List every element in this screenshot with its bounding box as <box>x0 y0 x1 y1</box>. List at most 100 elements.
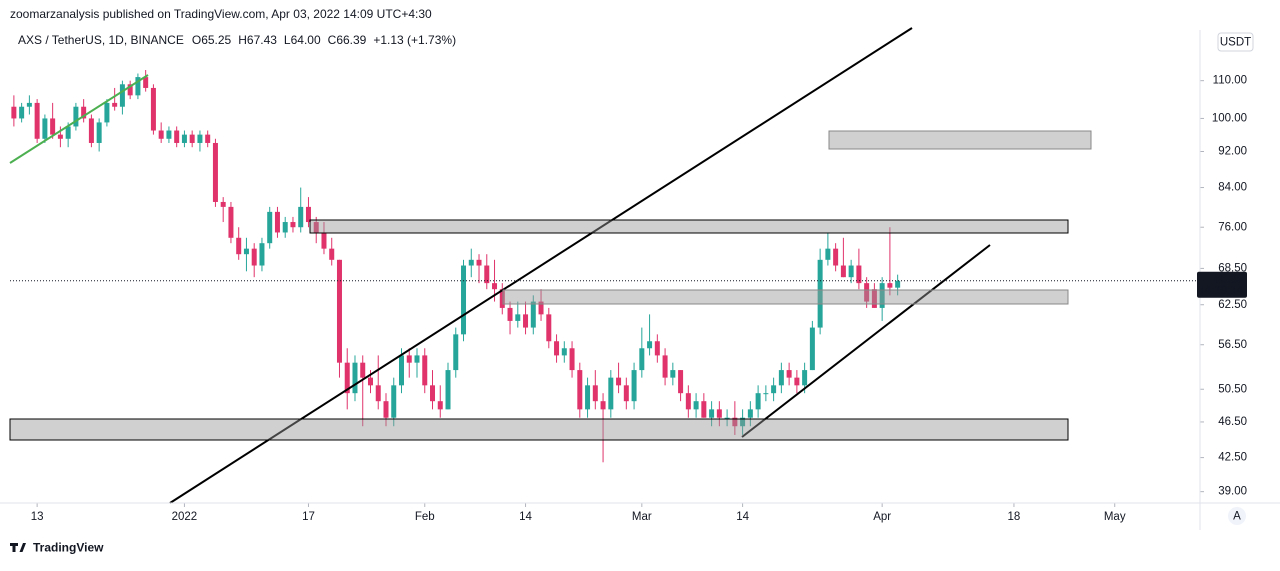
candle-body <box>437 401 443 410</box>
currency-button[interactable] <box>1217 32 1254 52</box>
candle-body <box>205 134 211 143</box>
candle-body <box>406 355 412 363</box>
candle-body <box>228 206 234 238</box>
y-tick-label: 76.00 <box>1218 221 1247 233</box>
candle-body <box>96 122 102 143</box>
candle-body <box>11 106 17 119</box>
candle-body <box>305 206 311 223</box>
x-tick-label: 17 <box>302 511 315 523</box>
candle-body <box>771 385 777 394</box>
channel-line <box>169 27 913 504</box>
candle-body <box>724 417 730 419</box>
candle-body <box>414 355 420 363</box>
y-tick-label: 56.50 <box>1218 339 1247 351</box>
x-tick-label: 2022 <box>172 511 198 523</box>
candle-body <box>26 102 32 107</box>
zone-rect <box>309 219 1069 234</box>
candle-body <box>499 289 505 308</box>
candle-body <box>546 314 552 342</box>
auto-scale-button[interactable] <box>1228 507 1246 525</box>
candle-body <box>65 126 71 139</box>
candle-body <box>42 118 48 139</box>
candle-body <box>383 401 389 418</box>
candle-body <box>538 301 544 315</box>
ohlc-value: 64.00 <box>291 33 321 47</box>
candle-body <box>150 87 156 131</box>
candle-body <box>267 211 273 244</box>
symbol: AXS / TetherUS, 1D, BINANCE <box>18 33 184 47</box>
ohlc-value: 67.43 <box>247 33 277 47</box>
x-tick-label: 18 <box>1008 511 1021 523</box>
footer-brand: TradingView <box>33 541 104 555</box>
candle-body <box>608 377 614 410</box>
candle-body <box>577 370 583 410</box>
candle-body <box>895 280 901 288</box>
candle-body <box>740 417 746 427</box>
x-tick-label: 14 <box>519 511 532 523</box>
auto-scale-label[interactable]: A <box>1233 511 1241 523</box>
candle-body <box>367 377 373 386</box>
candle-body <box>678 370 684 394</box>
candle-body <box>461 265 467 335</box>
currency-label[interactable]: USDT <box>1220 37 1251 49</box>
candle-body <box>352 362 358 394</box>
publisher-header: zoomarzanalysis published on TradingView… <box>10 7 432 21</box>
candle-body <box>19 106 25 119</box>
y-tick-label: 92.00 <box>1218 146 1247 158</box>
legend: AXS / TetherUS, 1D, BINANCE O 65.25 H 67.43… <box>18 33 456 47</box>
candle-body <box>623 385 629 402</box>
support-line <box>741 244 991 438</box>
y-tick-label: 39.00 <box>1218 486 1247 498</box>
price-badge <box>1197 271 1247 298</box>
y-tick-label: 62.50 <box>1218 299 1247 311</box>
candle-body <box>81 106 87 119</box>
x-tick-label: 14 <box>736 511 749 523</box>
candle-body <box>189 134 195 143</box>
y-tick-label: 84.00 <box>1218 182 1247 194</box>
candle-body <box>290 222 296 228</box>
candle-body <box>336 259 342 363</box>
candle-body <box>298 206 304 228</box>
candle-body <box>693 401 699 410</box>
logo-icon <box>10 543 26 552</box>
candle-body <box>313 222 319 233</box>
candle-body <box>422 355 428 386</box>
candle-body <box>197 134 203 143</box>
y-tick-label: 110.00 <box>1213 75 1247 87</box>
candle-body <box>763 393 769 395</box>
ohlc-key: H <box>238 33 247 47</box>
candle-body <box>430 385 436 402</box>
candle-body <box>344 362 350 394</box>
x-tick-label: 13 <box>31 511 44 523</box>
zone-rect <box>502 289 1069 305</box>
candle-body <box>507 307 513 321</box>
candle-body <box>840 265 846 278</box>
candle-body <box>329 248 335 260</box>
candle-body <box>569 348 575 371</box>
candle-body <box>592 385 598 402</box>
candle-body <box>530 301 536 328</box>
candle-body <box>631 370 637 402</box>
ohlc-key: O <box>192 33 201 47</box>
candle-body <box>57 134 63 139</box>
candle-body <box>259 243 265 266</box>
candle-body <box>34 102 40 139</box>
y-tick-label: 42.50 <box>1218 452 1247 464</box>
candle-body <box>778 370 784 386</box>
candle-body <box>802 370 808 386</box>
candle-body <box>716 409 722 418</box>
y-tick-label: 68.50 <box>1218 262 1247 274</box>
candle-body <box>732 417 738 427</box>
candle-body <box>174 130 180 143</box>
candle-body <box>825 248 831 260</box>
candle-body <box>600 401 606 410</box>
y-tick-label: 100.00 <box>1212 112 1247 124</box>
zone-rect <box>828 130 1092 150</box>
candle-body <box>833 248 839 266</box>
candle-body <box>236 237 242 255</box>
candle-body <box>251 248 257 266</box>
candle-body <box>181 134 187 143</box>
candle-body <box>848 265 854 278</box>
